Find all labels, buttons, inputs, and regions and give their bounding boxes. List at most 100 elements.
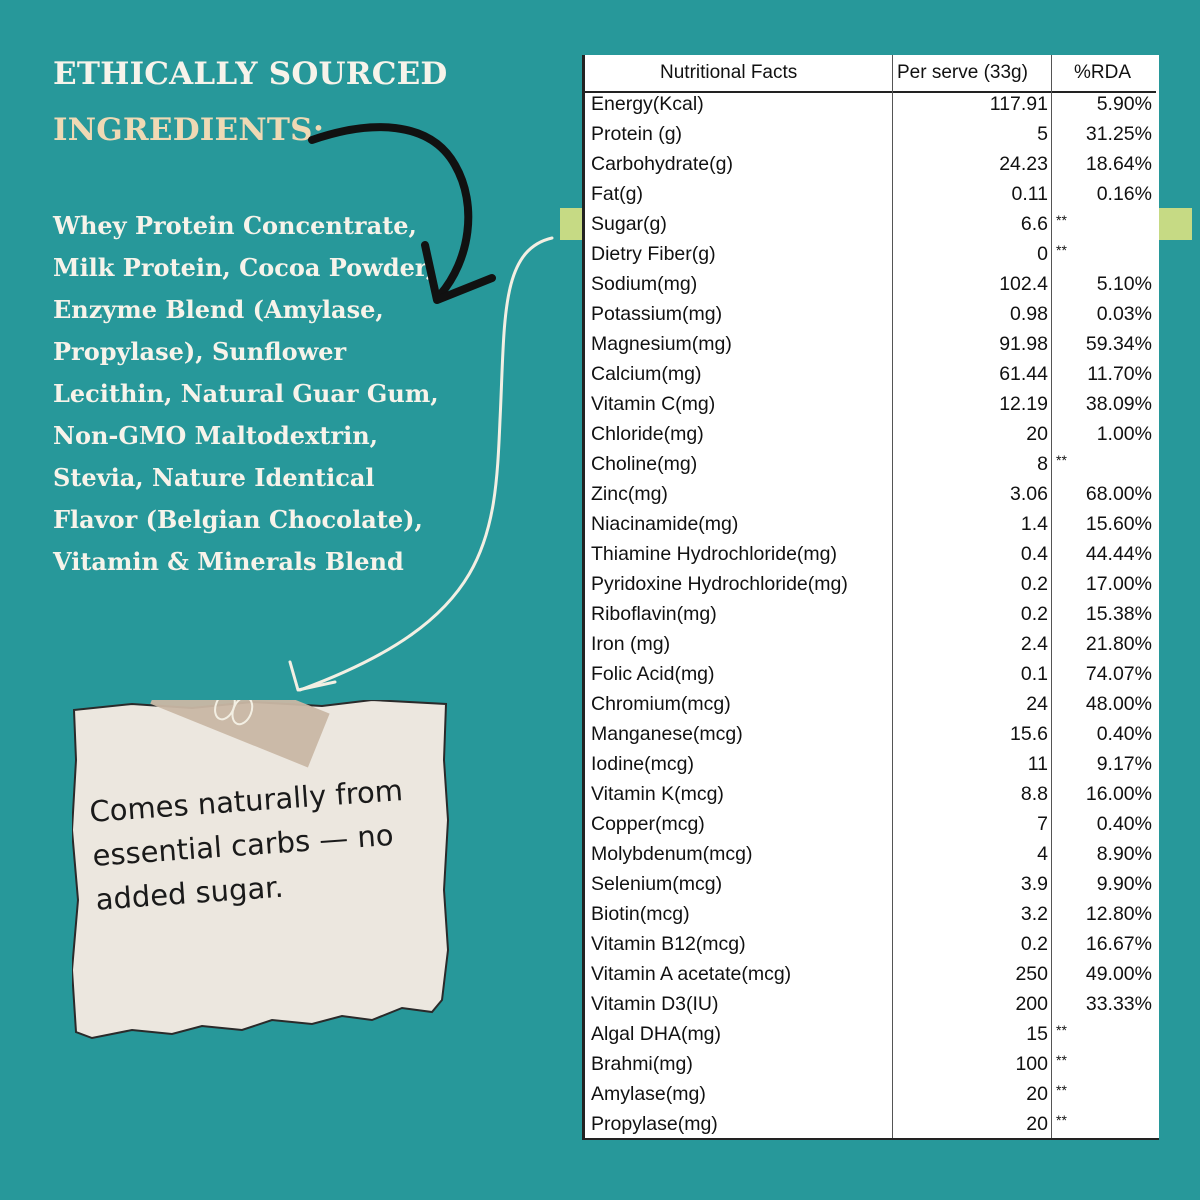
table-row: Propylase(mg) 20 ** bbox=[585, 1110, 1156, 1140]
table-body: Energy(Kcal) 117.91 5.90% Protein (g) 5 31.25… bbox=[585, 90, 1156, 1140]
rda-value: 21.80% bbox=[1085, 633, 1152, 655]
rda-value: ** bbox=[1056, 452, 1067, 468]
per-serve-value: 117.91 bbox=[989, 93, 1048, 115]
rda-value: 74.07% bbox=[1085, 663, 1152, 685]
table-row: Chloride(mg) 20 1.00% bbox=[585, 420, 1156, 450]
table-header: Nutritional Facts Per serve (33g) %RDA bbox=[585, 55, 1156, 93]
rda-value: 15.38% bbox=[1085, 603, 1152, 625]
table-row: Molybdenum(mcg) 4 8.90% bbox=[585, 840, 1156, 870]
nutrient-name: Zinc(mg) bbox=[591, 483, 668, 505]
table-row: Energy(Kcal) 117.91 5.90% bbox=[585, 90, 1156, 120]
per-serve-value: 0.1 bbox=[1020, 663, 1048, 685]
table-row: Vitamin K(mcg) 8.8 16.00% bbox=[585, 780, 1156, 810]
per-serve-value: 0.2 bbox=[1020, 603, 1048, 625]
white-arrowhead bbox=[288, 660, 337, 692]
table-row: Riboflavin(mg) 0.2 15.38% bbox=[585, 600, 1156, 630]
table-row: Brahmi(mg) 100 ** bbox=[585, 1050, 1156, 1080]
table-row: Sugar(g) 6.6 ** bbox=[585, 210, 1156, 240]
table-row: Fat(g) 0.11 0.16% bbox=[585, 180, 1156, 210]
tape-strip bbox=[150, 700, 330, 768]
table-row: Protein (g) 5 31.25% bbox=[585, 120, 1156, 150]
per-serve-value: 0.2 bbox=[1020, 573, 1048, 595]
table-row: Vitamin B12(mcg) 0.2 16.67% bbox=[585, 930, 1156, 960]
rda-value: 17.00% bbox=[1085, 573, 1152, 595]
rda-value: ** bbox=[1056, 242, 1067, 258]
table-row: Calcium(mg) 61.44 11.70% bbox=[585, 360, 1156, 390]
table-row: Vitamin C(mg) 12.19 38.09% bbox=[585, 390, 1156, 420]
nutrient-name: Niacinamide(mg) bbox=[591, 513, 739, 535]
nutrient-name: Folic Acid(mg) bbox=[591, 663, 715, 685]
per-serve-value: 4 bbox=[1037, 843, 1048, 865]
nutrient-name: Vitamin A acetate(mcg) bbox=[591, 963, 792, 985]
nutrient-name: Protein (g) bbox=[591, 123, 683, 145]
nutrient-name: Manganese(mcg) bbox=[591, 723, 743, 745]
rda-value: 5.10% bbox=[1096, 273, 1152, 295]
rda-value: 0.03% bbox=[1096, 303, 1152, 325]
rda-value: 18.64% bbox=[1085, 153, 1152, 175]
nutrient-name: Sodium(mg) bbox=[591, 273, 698, 295]
rda-value: 16.00% bbox=[1085, 783, 1152, 805]
per-serve-value: 5 bbox=[1037, 123, 1048, 145]
table-row: Pyridoxine Hydrochloride(mg) 0.2 17.00% bbox=[585, 570, 1156, 600]
rda-value: 49.00% bbox=[1085, 963, 1152, 985]
rda-value: ** bbox=[1056, 1022, 1067, 1038]
column-divider-1 bbox=[892, 55, 893, 1138]
nutrient-name: Vitamin C(mg) bbox=[591, 393, 716, 415]
table-row: Carbohydrate(g) 24.23 18.64% bbox=[585, 150, 1156, 180]
per-serve-value: 6.6 bbox=[1020, 213, 1048, 235]
note-paper bbox=[72, 700, 450, 1040]
per-serve-value: 250 bbox=[1015, 963, 1048, 985]
table-row: Copper(mcg) 7 0.40% bbox=[585, 810, 1156, 840]
nutrient-name: Amylase(mg) bbox=[591, 1083, 706, 1105]
table-row: Biotin(mcg) 3.2 12.80% bbox=[585, 900, 1156, 930]
rda-value: 68.00% bbox=[1085, 483, 1152, 505]
per-serve-value: 20 bbox=[1026, 1083, 1048, 1105]
nutrient-name: Dietry Fiber(g) bbox=[591, 243, 716, 265]
heading-line-2: INGREDIENTS: bbox=[53, 112, 325, 148]
per-serve-value: 3.9 bbox=[1020, 873, 1048, 895]
table-row: Amylase(mg) 20 ** bbox=[585, 1080, 1156, 1110]
table-row: Vitamin A acetate(mcg) 250 49.00% bbox=[585, 960, 1156, 990]
nutrient-name: Copper(mcg) bbox=[591, 813, 705, 835]
table-row: Niacinamide(mg) 1.4 15.60% bbox=[585, 510, 1156, 540]
rda-value: ** bbox=[1056, 1052, 1067, 1068]
nutrient-name: Molybdenum(mcg) bbox=[591, 843, 753, 865]
per-serve-value: 1.4 bbox=[1020, 513, 1048, 535]
rda-value: 9.90% bbox=[1096, 873, 1152, 895]
per-serve-value: 24.23 bbox=[999, 153, 1048, 175]
nutrient-name: Vitamin D3(IU) bbox=[591, 993, 719, 1015]
table-row: Folic Acid(mg) 0.1 74.07% bbox=[585, 660, 1156, 690]
per-serve-value: 8.8 bbox=[1020, 783, 1048, 805]
header-per-serve: Per serve (33g) bbox=[897, 62, 1028, 83]
header-rda: %RDA bbox=[1074, 62, 1132, 83]
nutrient-name: Calcium(mg) bbox=[591, 363, 702, 385]
table-row: Chromium(mcg) 24 48.00% bbox=[585, 690, 1156, 720]
nutrient-name: Magnesium(mg) bbox=[591, 333, 732, 355]
nutrient-name: Riboflavin(mg) bbox=[591, 603, 717, 625]
rda-value: 33.33% bbox=[1085, 993, 1152, 1015]
rda-value: 0.16% bbox=[1096, 183, 1152, 205]
per-serve-value: 3.06 bbox=[1010, 483, 1048, 505]
per-serve-value: 0.4 bbox=[1020, 543, 1048, 565]
nutrient-name: Algal DHA(mg) bbox=[591, 1023, 722, 1045]
nutrient-name: Chloride(mg) bbox=[591, 423, 704, 445]
per-serve-value: 0.98 bbox=[1010, 303, 1048, 325]
nutrient-name: Carbohydrate(g) bbox=[591, 153, 733, 175]
rda-value: 15.60% bbox=[1085, 513, 1152, 535]
per-serve-value: 200 bbox=[1015, 993, 1048, 1015]
table-row: Vitamin D3(IU) 200 33.33% bbox=[585, 990, 1156, 1020]
table-row: Sodium(mg) 102.4 5.10% bbox=[585, 270, 1156, 300]
per-serve-value: 11 bbox=[1027, 753, 1048, 775]
per-serve-value: 8 bbox=[1037, 453, 1048, 475]
nutrient-name: Chromium(mcg) bbox=[591, 693, 731, 715]
per-serve-value: 3.2 bbox=[1020, 903, 1048, 925]
table-row: Zinc(mg) 3.06 68.00% bbox=[585, 480, 1156, 510]
table-row: Selenium(mcg) 3.9 9.90% bbox=[585, 870, 1156, 900]
rda-value: 5.90% bbox=[1096, 93, 1152, 115]
per-serve-value: 7 bbox=[1037, 813, 1048, 835]
rda-value: 38.09% bbox=[1085, 393, 1152, 415]
per-serve-value: 102.4 bbox=[999, 273, 1048, 295]
table-row: Manganese(mcg) 15.6 0.40% bbox=[585, 720, 1156, 750]
nutrient-name: Pyridoxine Hydrochloride(mg) bbox=[591, 573, 848, 595]
nutrient-name: Brahmi(mg) bbox=[591, 1053, 693, 1075]
